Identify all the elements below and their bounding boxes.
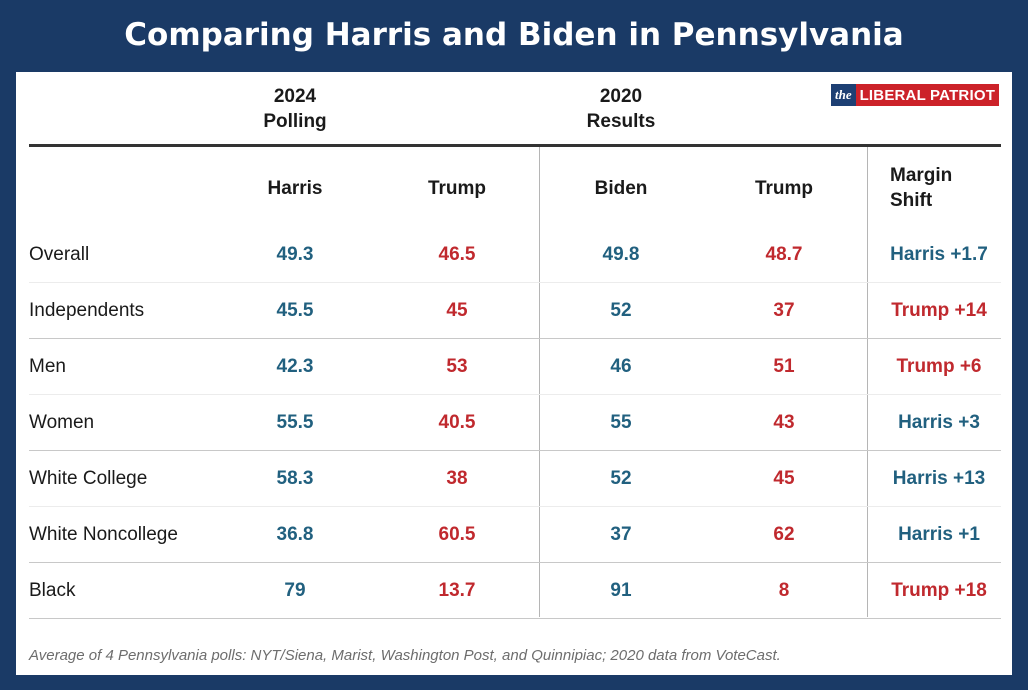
cell-biden: 46 [610,356,632,377]
footnote: Average of 4 Pennsylvania polls: NYT/Sie… [29,647,781,664]
divider-2020 [539,147,540,617]
row-separator [29,562,1001,563]
cell-trump-2020: 62 [773,524,795,545]
cell-biden: 52 [610,468,632,489]
cell-biden: 52 [610,300,632,321]
col-header-trump-2024: Trump [427,178,487,199]
cell-biden: 91 [610,580,632,601]
row-separator [29,618,1001,619]
cell-trump-2020: 45 [773,468,795,489]
group-2020-year: 2020 [599,86,643,107]
table-row: Overall 49.3 46.5 49.8 48.7 Harris +1.7 [29,227,1001,283]
table-row: Independents 45.5 45 52 37 Trump +14 [29,283,1001,339]
logo-name: LIBERAL PATRIOT [855,84,999,106]
col-header-margin-shift: Margin Shift [890,163,952,213]
table-row: Men 42.3 53 46 51 Trump +6 [29,339,1001,395]
cell-harris: 36.8 [276,524,314,545]
cell-trump-2024: 46.5 [438,244,476,265]
row-label: Black [29,580,76,601]
cell-harris: 42.3 [276,356,314,377]
cell-trump-2020: 48.7 [765,244,803,265]
cell-trump-2024: 40.5 [438,412,476,433]
row-separator [29,506,1001,507]
cell-biden: 49.8 [602,244,640,265]
row-label: Men [29,356,66,377]
cell-trump-2020: 43 [773,412,795,433]
cell-trump-2024: 13.7 [438,580,476,601]
cell-trump-2020: 37 [773,300,795,321]
row-label: White College [29,468,148,489]
row-separator [29,338,1001,339]
group-2024-label: Polling [263,111,327,132]
cell-biden: 55 [610,412,632,433]
cell-biden: 37 [610,524,632,545]
cell-harris: 58.3 [276,468,314,489]
row-label: Overall [29,244,90,265]
col-header-harris: Harris [267,178,323,199]
header-rule [29,144,1001,147]
table-row: Women 55.5 40.5 55 43 Harris +3 [29,395,1001,451]
table-row: White Noncollege 36.8 60.5 37 62 Harris +1 [29,507,1001,563]
cell-margin-shift: Trump +14 [891,300,987,321]
cell-margin-shift: Trump +18 [891,580,987,601]
cell-trump-2024: 45 [446,300,468,321]
cell-margin-shift: Harris +1.7 [890,244,988,265]
table-row: White College 58.3 38 52 45 Harris +13 [29,451,1001,507]
col-header-trump-2020: Trump [754,178,814,199]
cell-harris: 45.5 [276,300,314,321]
cell-margin-shift: Harris +3 [898,412,980,433]
col-header-biden: Biden [594,178,648,199]
divider-margin [867,147,868,617]
cell-trump-2024: 53 [446,356,468,377]
row-label: Women [29,412,95,433]
cell-trump-2020: 8 [778,580,790,601]
group-2024-year: 2024 [273,86,317,107]
row-separator [29,394,1001,395]
table-row: Black 79 13.7 91 8 Trump +18 [29,563,1001,619]
logo-prefix: the [831,84,856,106]
group-header-2020: 2020 Results [551,84,691,134]
row-label: Independents [29,300,145,321]
cell-margin-shift: Trump +6 [896,356,982,377]
row-separator [29,450,1001,451]
cell-margin-shift: Harris +1 [898,524,980,545]
cell-trump-2024: 38 [446,468,468,489]
row-separator [29,282,1001,283]
table-panel: 2024 Polling 2020 Results the LIBERAL PA… [16,72,1012,675]
row-label: White Noncollege [29,524,178,545]
cell-trump-2024: 60.5 [438,524,476,545]
cell-harris: 79 [284,580,306,601]
margin-header-line1: Margin [890,165,953,186]
margin-header-line2: Shift [890,190,933,211]
group-2020-label: Results [586,111,656,132]
cell-trump-2020: 51 [773,356,795,377]
cell-margin-shift: Harris +13 [892,468,986,489]
group-header-2024: 2024 Polling [225,84,365,134]
liberal-patriot-logo: the LIBERAL PATRIOT [831,84,999,106]
cell-harris: 49.3 [276,244,314,265]
chart-title: Comparing Harris and Biden in Pennsylvan… [124,17,904,53]
cell-harris: 55.5 [276,412,314,433]
